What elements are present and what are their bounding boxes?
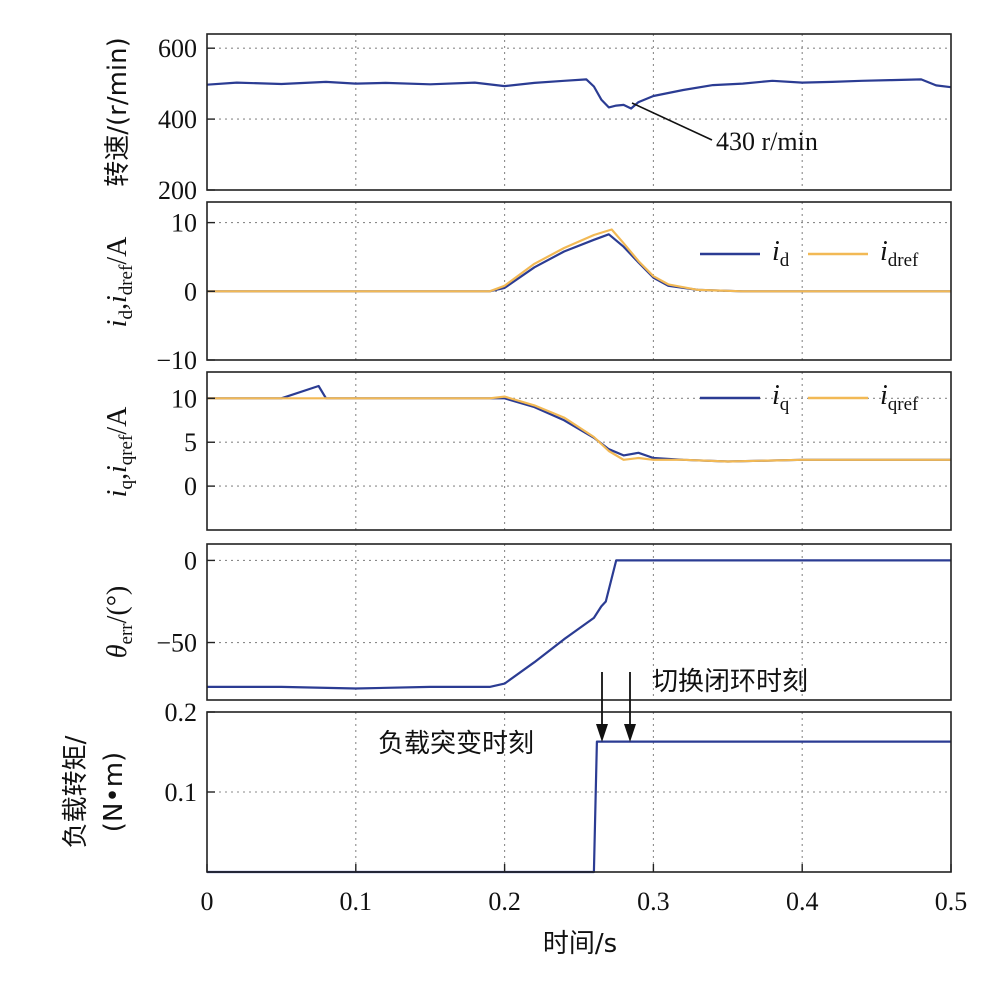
legend-iq-sym: i xyxy=(772,380,780,411)
theta-ylabel: θerr/(°) xyxy=(102,586,137,658)
y-tick-label: 400 xyxy=(158,105,197,134)
id-ylabel-unit: /A xyxy=(102,236,133,265)
series-line-speed-0 xyxy=(206,78,952,110)
y-tick-label: 0.2 xyxy=(165,698,198,727)
load-change-label: 负载突变时刻 xyxy=(378,729,534,759)
x-tick-label: 0.4 xyxy=(786,887,819,916)
iq-ylabel-i1: i xyxy=(102,490,133,498)
legend-idref-sub: dref xyxy=(888,250,919,271)
plot-frame xyxy=(206,543,952,701)
series-line-id-i_dref xyxy=(207,228,951,293)
torque-ylabel-line2: (N•m) xyxy=(99,752,129,832)
series-line-theta-0 xyxy=(207,559,951,690)
iq-ylabel-unit: /A xyxy=(102,406,133,435)
speed-annotation: 430 r/min xyxy=(716,127,818,156)
iq-ylabel-i2: ,i xyxy=(102,465,133,480)
theta-ylabel-sym: θ xyxy=(102,644,133,658)
legend-id-label: id xyxy=(772,236,790,271)
iq-ylabel-s2: qref xyxy=(116,434,137,465)
panel-theta: −50 0 xyxy=(156,543,952,701)
load-change-arrow xyxy=(596,672,608,742)
x-tick-label: 0.2 xyxy=(488,887,521,916)
y-tick-label: 10 xyxy=(171,384,197,413)
x-tick-label: 0.3 xyxy=(637,887,670,916)
series-line-iq-i_qref xyxy=(207,395,951,463)
legend-id-sym: i xyxy=(772,236,780,267)
y-tick-label: 600 xyxy=(158,34,197,63)
legend-idref-label: idref xyxy=(880,236,919,271)
legend-iq-label: iq xyxy=(772,380,790,415)
y-tick-label: 0 xyxy=(184,277,197,306)
x-tick-label: 0.1 xyxy=(340,887,373,916)
annotations: 430 r/min 切换闭环时刻 负载突变时刻 xyxy=(378,102,818,759)
panel-speed: 200 400 600 xyxy=(158,33,952,205)
closed-loop-label: 切换闭环时刻 xyxy=(652,667,808,697)
y-tick-label: 10 xyxy=(171,209,197,238)
plot-frame xyxy=(206,371,952,531)
iq-ylabel-s1: q xyxy=(116,480,137,490)
x-axis-label: 时间/s xyxy=(543,929,617,959)
legend-iqref-label: iqref xyxy=(880,380,919,415)
id-ylabel-s2: dref xyxy=(116,264,137,295)
iq-ylabel: iq,iqref/A xyxy=(102,406,137,497)
closed-loop-arrow xyxy=(624,672,636,742)
torque-ylabel-line1: 负载转矩/ xyxy=(61,735,91,848)
y-tick-label: −10 xyxy=(156,346,197,375)
plot-frame xyxy=(206,33,952,191)
legend-id-sub: d xyxy=(780,250,790,271)
theta-ylabel-sub: err xyxy=(116,623,137,645)
series-line-torque-0 xyxy=(207,740,951,874)
speed-ylabel: 转速/(r/min) xyxy=(103,37,133,187)
panel-torque: 0.1 0.2 0 0.1 0.2 0.3 0.4 0.5 xyxy=(165,698,968,916)
id-ylabel-s1: d xyxy=(116,310,137,320)
series-line-id-i_d xyxy=(207,233,951,293)
legend-idref-sym: i xyxy=(880,236,888,267)
legend-iqref-sym: i xyxy=(880,380,888,411)
x-tick-label: 0 xyxy=(201,887,214,916)
y-tick-label: 0.1 xyxy=(165,778,198,807)
y-tick-label: 200 xyxy=(158,176,197,205)
id-ylabel-i2: ,i xyxy=(102,295,133,310)
legend-iq-sub: q xyxy=(780,394,790,415)
legend-iq: iq iqref xyxy=(700,380,919,415)
id-ylabel: id,idref/A xyxy=(102,236,137,327)
speed-annotation-leader xyxy=(631,102,713,141)
panel-iq: 0 5 10 xyxy=(171,371,952,531)
legend-id: id idref xyxy=(700,236,919,271)
panel-id: −10 0 10 xyxy=(156,201,952,375)
x-tick-label: 0.5 xyxy=(935,887,968,916)
theta-ylabel-unit: /(°) xyxy=(102,586,133,624)
plot-frame xyxy=(206,201,952,361)
y-tick-label: 5 xyxy=(184,428,197,457)
legend-iqref-sub: qref xyxy=(888,394,919,415)
y-tick-label: 0 xyxy=(184,546,197,575)
y-tick-label: −50 xyxy=(156,629,197,658)
y-tick-label: 0 xyxy=(184,472,197,501)
id-ylabel-i1: i xyxy=(102,320,133,328)
